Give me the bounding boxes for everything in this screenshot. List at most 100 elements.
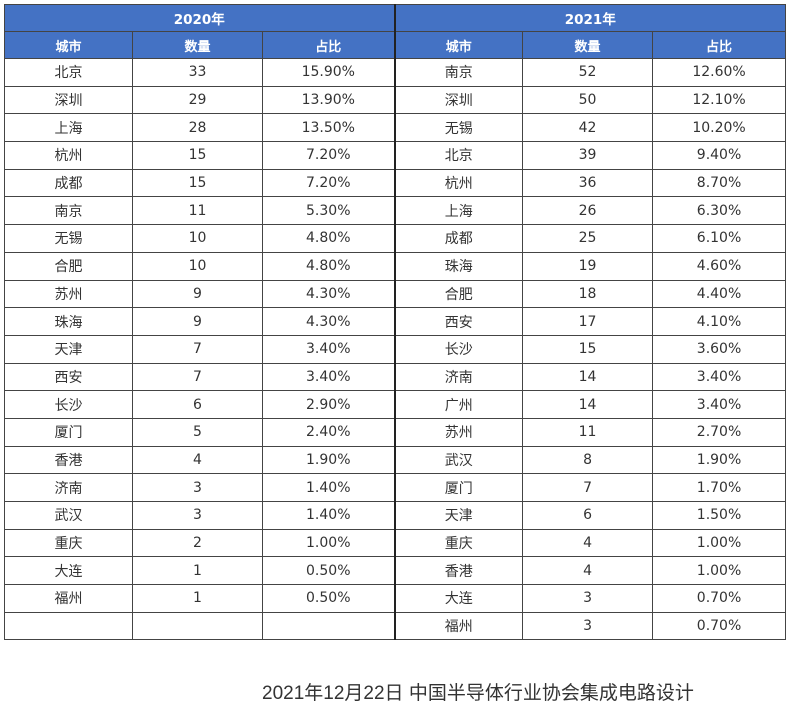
table-body: 北京 33 15.90% 南京 52 12.60% 深圳 29 13.90% 深圳 50 12.10%… — [4, 58, 787, 641]
count-cell-2020: 9 — [132, 307, 263, 336]
city-cell-2020: 珠海 — [4, 307, 133, 336]
city-cell-2021: 福州 — [393, 611, 524, 641]
count-cell-2021: 26 — [522, 196, 654, 226]
table-row: 合肥 10 4.80% 珠海 19 4.60% — [4, 251, 787, 281]
column-header-share-2021: 占比 — [652, 31, 787, 59]
city-cell-2021: 北京 — [393, 141, 524, 170]
count-cell-2020: 9 — [132, 279, 263, 309]
share-cell-2020: 0.50% — [261, 556, 396, 586]
count-cell-2020: 11 — [132, 196, 263, 226]
city-cell-2021: 重庆 — [393, 528, 524, 558]
count-cell-2021: 36 — [522, 168, 654, 198]
year-2020-header: 2020年 — [3, 4, 396, 32]
count-cell-2021: 42 — [522, 113, 654, 143]
count-cell-2021: 7 — [522, 473, 654, 502]
city-cell-2020: 南京 — [4, 196, 133, 226]
city-cell-2020 — [4, 611, 133, 641]
table-row: 上海 28 13.50% 无锡 42 10.20% — [4, 113, 787, 143]
city-cell-2021: 杭州 — [393, 168, 524, 198]
city-cell-2020: 大连 — [4, 556, 133, 586]
count-cell-2021: 25 — [522, 224, 654, 253]
column-header-count-2021: 数量 — [522, 31, 654, 59]
city-cell-2020: 天津 — [4, 334, 133, 364]
column-header-share-2020: 占比 — [261, 31, 396, 59]
share-cell-2020: 4.30% — [261, 279, 396, 309]
share-cell-2021: 1.90% — [652, 445, 787, 475]
table-row: 大连 1 0.50% 香港 4 1.00% — [4, 556, 787, 586]
count-cell-2020: 33 — [132, 58, 263, 87]
table-row: 珠海 9 4.30% 西安 17 4.10% — [4, 307, 787, 336]
share-cell-2020 — [261, 611, 396, 641]
count-cell-2021: 6 — [522, 501, 654, 530]
table-row: 济南 3 1.40% 厦门 7 1.70% — [4, 473, 787, 502]
city-cell-2021: 厦门 — [393, 473, 524, 502]
city-cell-2020: 厦门 — [4, 417, 133, 447]
city-cell-2020: 苏州 — [4, 279, 133, 309]
count-cell-2021: 18 — [522, 279, 654, 309]
share-cell-2021: 3.60% — [652, 334, 787, 364]
city-cell-2021: 广州 — [393, 390, 524, 419]
city-cell-2020: 深圳 — [4, 85, 133, 115]
count-cell-2020: 29 — [132, 85, 263, 115]
city-cell-2020: 济南 — [4, 473, 133, 502]
count-cell-2020: 10 — [132, 251, 263, 281]
share-cell-2021: 12.10% — [652, 85, 787, 115]
share-cell-2020: 4.80% — [261, 251, 396, 281]
share-cell-2020: 1.40% — [261, 501, 396, 530]
city-cell-2021: 长沙 — [393, 334, 524, 364]
column-header-row: 城市 数量 占比 城市 数量 占比 — [4, 31, 787, 59]
count-cell-2020: 7 — [132, 362, 263, 392]
share-cell-2020: 1.90% — [261, 445, 396, 475]
count-cell-2020: 5 — [132, 417, 263, 447]
city-cell-2021: 深圳 — [393, 85, 524, 115]
column-header-count-2020: 数量 — [132, 31, 263, 59]
city-cell-2020: 合肥 — [4, 251, 133, 281]
table-row: 杭州 15 7.20% 北京 39 9.40% — [4, 141, 787, 170]
count-cell-2020: 1 — [132, 556, 263, 586]
count-cell-2021: 50 — [522, 85, 654, 115]
table-row: 成都 15 7.20% 杭州 36 8.70% — [4, 168, 787, 198]
count-cell-2020: 3 — [132, 501, 263, 530]
share-cell-2020: 13.90% — [261, 85, 396, 115]
share-cell-2020: 3.40% — [261, 334, 396, 364]
share-cell-2021: 4.10% — [652, 307, 787, 336]
year-header-row: 2020年 2021年 — [3, 4, 787, 32]
share-cell-2021: 1.50% — [652, 501, 787, 530]
city-cell-2020: 西安 — [4, 362, 133, 392]
count-cell-2021: 3 — [522, 611, 654, 641]
table-row: 长沙 6 2.90% 广州 14 3.40% — [4, 390, 787, 419]
table-row: 北京 33 15.90% 南京 52 12.60% — [4, 58, 787, 87]
count-cell-2021: 52 — [522, 58, 654, 87]
table-row: 南京 11 5.30% 上海 26 6.30% — [4, 196, 787, 226]
share-cell-2021: 3.40% — [652, 362, 787, 392]
count-cell-2020: 1 — [132, 584, 263, 613]
city-ranking-table: 2020年 2021年 城市 数量 占比 城市 数量 占比 北京 33 15.90%… — [3, 4, 787, 641]
city-cell-2021: 珠海 — [393, 251, 524, 281]
city-cell-2021: 香港 — [393, 556, 524, 586]
share-cell-2020: 4.30% — [261, 307, 396, 336]
column-header-city-2020: 城市 — [4, 31, 133, 59]
share-cell-2020: 5.30% — [261, 196, 396, 226]
share-cell-2020: 2.40% — [261, 417, 396, 447]
count-cell-2020: 2 — [132, 528, 263, 558]
share-cell-2021: 6.30% — [652, 196, 787, 226]
share-cell-2021: 9.40% — [652, 141, 787, 170]
count-cell-2021: 14 — [522, 390, 654, 419]
table-row: 深圳 29 13.90% 深圳 50 12.10% — [4, 85, 787, 115]
city-cell-2020: 福州 — [4, 584, 133, 613]
share-cell-2020: 3.40% — [261, 362, 396, 392]
share-cell-2020: 13.50% — [261, 113, 396, 143]
table-row: 苏州 9 4.30% 合肥 18 4.40% — [4, 279, 787, 309]
share-cell-2021: 4.60% — [652, 251, 787, 281]
share-cell-2020: 2.90% — [261, 390, 396, 419]
count-cell-2020 — [132, 611, 263, 641]
table-row: 西安 7 3.40% 济南 14 3.40% — [4, 362, 787, 392]
city-cell-2021: 无锡 — [393, 113, 524, 143]
source-caption: 2021年12月22日 中国半导体行业协会集成电路设计 — [262, 683, 694, 704]
city-cell-2020: 北京 — [4, 58, 133, 87]
city-cell-2021: 上海 — [393, 196, 524, 226]
share-cell-2021: 3.40% — [652, 390, 787, 419]
count-cell-2021: 4 — [522, 528, 654, 558]
table-row: 厦门 5 2.40% 苏州 11 2.70% — [4, 417, 787, 447]
count-cell-2021: 4 — [522, 556, 654, 586]
